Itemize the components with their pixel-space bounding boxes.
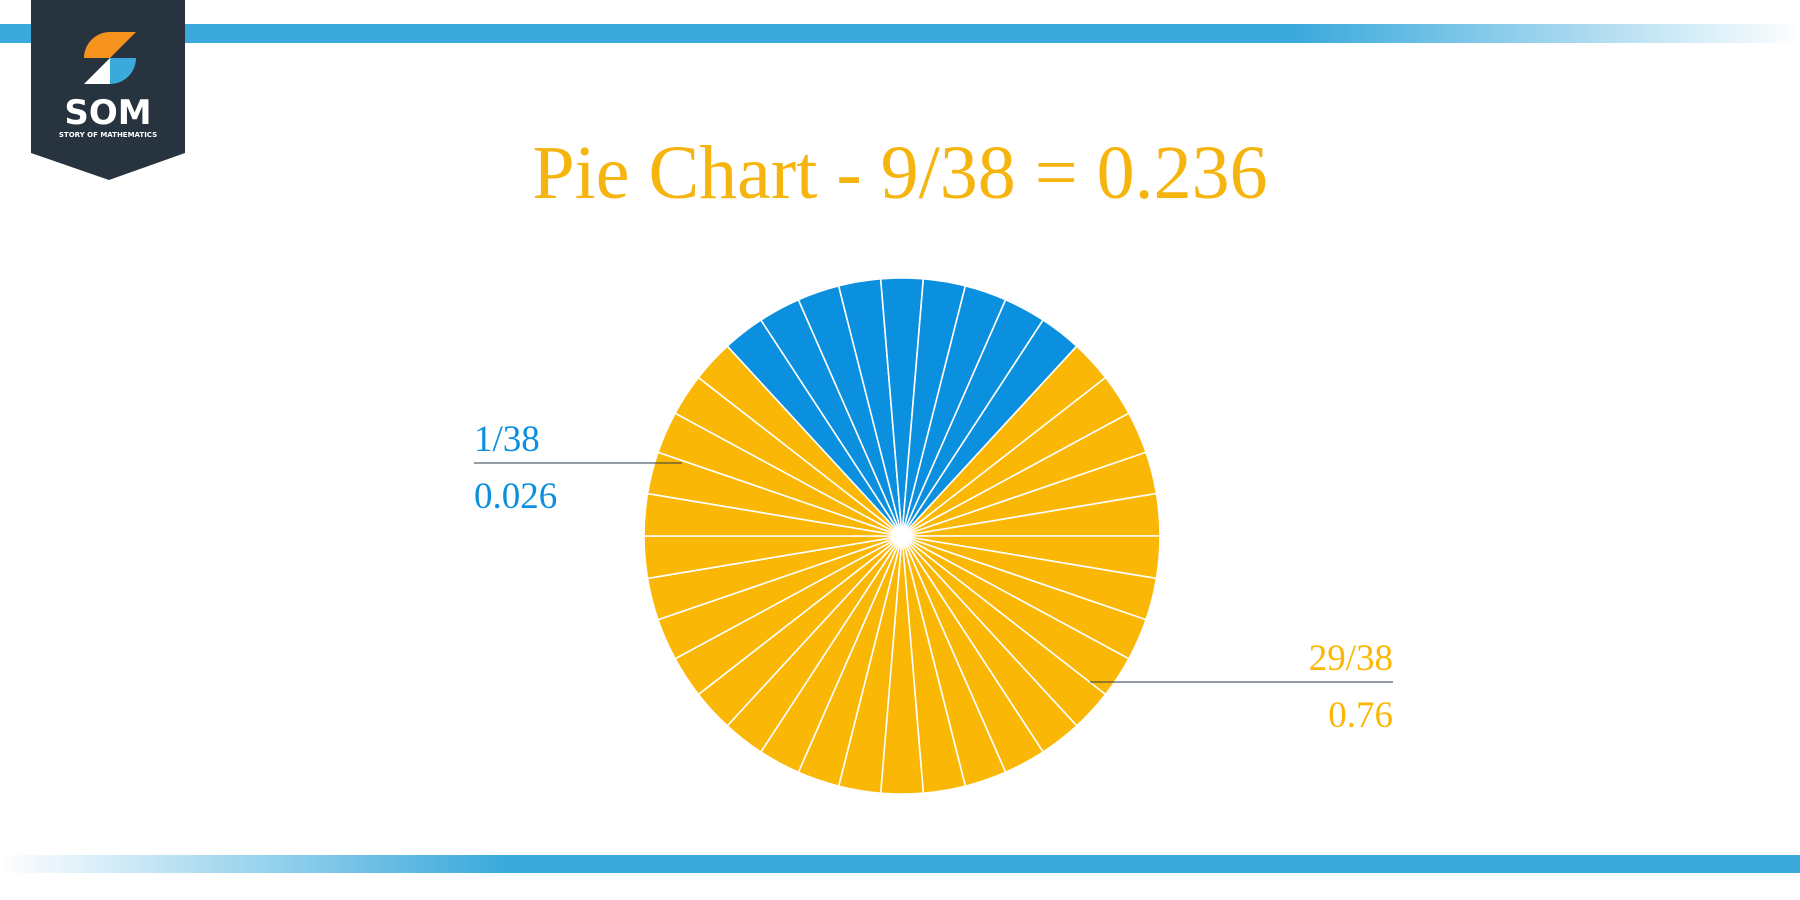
logo-icon — [84, 32, 110, 58]
logo: SOM STORY OF MATHEMATICS — [31, 0, 185, 180]
logo-tagline: STORY OF MATHEMATICS — [59, 131, 157, 139]
logo-icon — [110, 32, 136, 58]
logo-icon — [110, 58, 136, 84]
annotation-decimal: 0.76 — [1328, 695, 1393, 736]
pie-center — [893, 527, 911, 545]
pie — [643, 277, 1161, 795]
logo-icon — [84, 58, 110, 84]
logo-badge — [31, 0, 185, 180]
annotation-fraction: 29/38 — [1309, 638, 1393, 679]
bottom-bar — [0, 855, 1800, 873]
annotation-decimal: 0.026 — [474, 476, 557, 517]
logo-name: SOM — [64, 93, 151, 133]
top-bar — [0, 24, 1800, 43]
annotation-fraction: 1/38 — [474, 419, 540, 460]
pie-slice — [697, 345, 903, 537]
chart-title: Pie Chart - 9/38 = 0.236 — [532, 131, 1267, 215]
